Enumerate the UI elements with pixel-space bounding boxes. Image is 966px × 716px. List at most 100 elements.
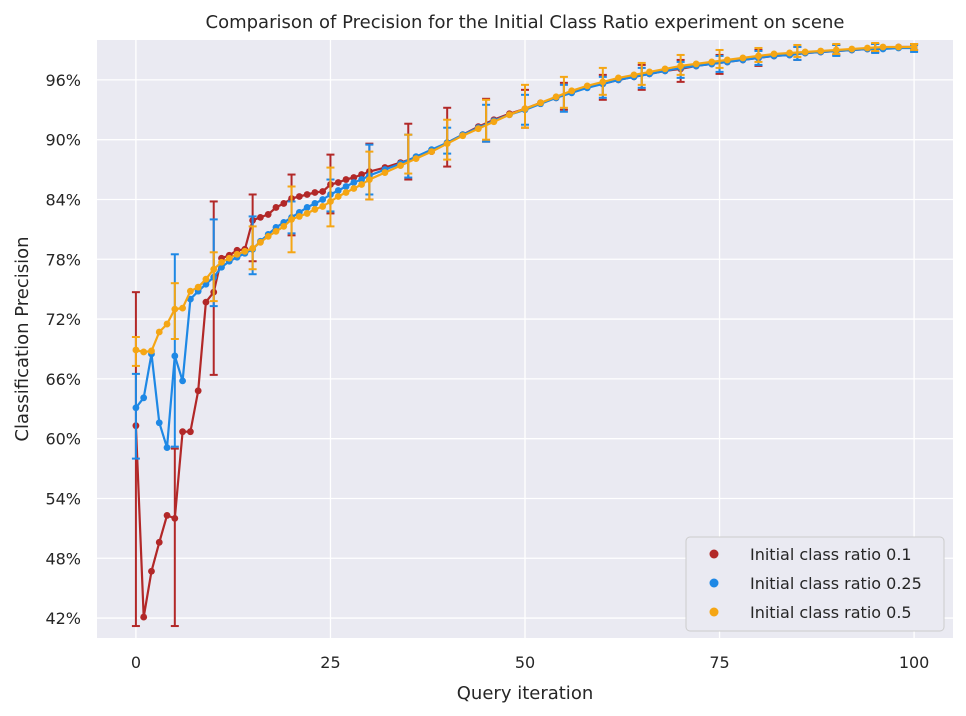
data-point: [225, 254, 233, 262]
error-bar: [793, 43, 802, 58]
legend-item: Initial class ratio 0.25: [709, 574, 922, 593]
error-bar: [365, 150, 374, 201]
error-bar: [637, 61, 646, 86]
y-tick-label: 48%: [45, 549, 81, 568]
y-tick-label: 72%: [45, 310, 81, 329]
data-point: [350, 185, 358, 192]
data-point: [459, 132, 467, 140]
data-point: [179, 304, 187, 312]
data-point: [692, 60, 700, 68]
data-point: [264, 232, 272, 240]
x-axis-label: Query iteration: [457, 683, 593, 704]
data-point: [334, 179, 342, 186]
error-bar: [443, 118, 452, 161]
legend-item: Initial class ratio 0.1: [709, 545, 912, 564]
error-bar: [326, 166, 335, 228]
data-point: [334, 193, 342, 200]
error-bar: [715, 48, 724, 69]
data-point: [233, 250, 241, 258]
data-point: [412, 155, 420, 163]
data-point: [194, 387, 202, 395]
legend-marker: [709, 607, 719, 617]
data-point: [218, 258, 225, 266]
data-point: [311, 200, 319, 207]
error-bar: [287, 185, 296, 254]
legend-marker: [709, 578, 719, 588]
data-point: [319, 196, 327, 203]
legend-label: Initial class ratio 0.1: [750, 545, 912, 564]
data-point: [334, 187, 342, 194]
legend-label: Initial class ratio 0.5: [750, 603, 912, 622]
data-point: [358, 176, 365, 183]
data-point: [272, 204, 280, 211]
data-point: [350, 179, 358, 186]
data-point: [739, 54, 747, 62]
x-tick-label: 50: [515, 653, 535, 672]
data-point: [163, 512, 171, 519]
error-bar: [754, 46, 763, 63]
error-bar: [404, 133, 413, 175]
error-bar: [170, 282, 179, 340]
data-point: [848, 45, 856, 53]
error-bar: [131, 372, 140, 460]
data-point: [895, 43, 902, 51]
error-bar: [832, 42, 841, 55]
series-layer: [131, 41, 919, 628]
legend-frame: [685, 536, 945, 632]
data-point: [218, 263, 225, 271]
y-axis: 42% 48% 54% 60% 66% 72% 78% 84% 90% 96%: [45, 71, 81, 628]
y-tick-label: 60%: [45, 430, 81, 449]
data-point: [303, 204, 311, 211]
legend: Initial class ratio 0.1 Initial class rat…: [685, 536, 945, 632]
data-point: [202, 298, 210, 306]
y-tick-label: 96%: [45, 71, 81, 90]
data-point: [163, 444, 171, 452]
data-point: [506, 111, 513, 119]
data-point: [723, 56, 731, 64]
error-bar: [676, 53, 685, 76]
data-point: [186, 428, 194, 436]
data-point: [311, 206, 319, 213]
legend-label: Initial class ratio 0.25: [750, 574, 922, 593]
error-bar: [248, 225, 257, 271]
data-point: [630, 71, 638, 79]
y-tick-label: 90%: [45, 131, 81, 150]
data-point: [342, 183, 350, 190]
data-point: [381, 169, 389, 176]
data-point: [155, 538, 163, 546]
data-point: [202, 275, 210, 283]
data-point: [140, 613, 148, 621]
data-point: [801, 48, 809, 56]
data-point: [552, 93, 560, 101]
data-point: [319, 188, 327, 195]
data-point: [155, 419, 163, 427]
data-point: [295, 213, 303, 220]
data-point: [428, 148, 436, 156]
data-point: [879, 43, 887, 51]
data-point: [358, 171, 365, 178]
data-point: [770, 50, 778, 58]
data-point: [179, 377, 187, 385]
data-point: [264, 211, 272, 218]
data-point: [708, 58, 716, 66]
data-point: [186, 287, 194, 295]
data-point: [786, 49, 793, 57]
data-point: [490, 118, 498, 126]
data-point: [155, 328, 163, 336]
data-point: [163, 320, 171, 328]
data-point: [140, 348, 148, 356]
error-bar: [871, 41, 880, 52]
x-axis: 0 25 50 75 100: [131, 653, 930, 672]
y-tick-label: 66%: [45, 370, 81, 389]
error-bar: [131, 336, 140, 367]
data-point: [257, 238, 264, 246]
error-bar: [598, 66, 607, 96]
data-point: [148, 347, 155, 355]
series-3: [131, 41, 919, 367]
data-point: [397, 162, 404, 169]
chart-title: Comparison of Precision for the Initial …: [206, 12, 845, 33]
error-bar: [482, 98, 491, 141]
error-bar: [521, 83, 529, 129]
data-point: [537, 99, 544, 107]
